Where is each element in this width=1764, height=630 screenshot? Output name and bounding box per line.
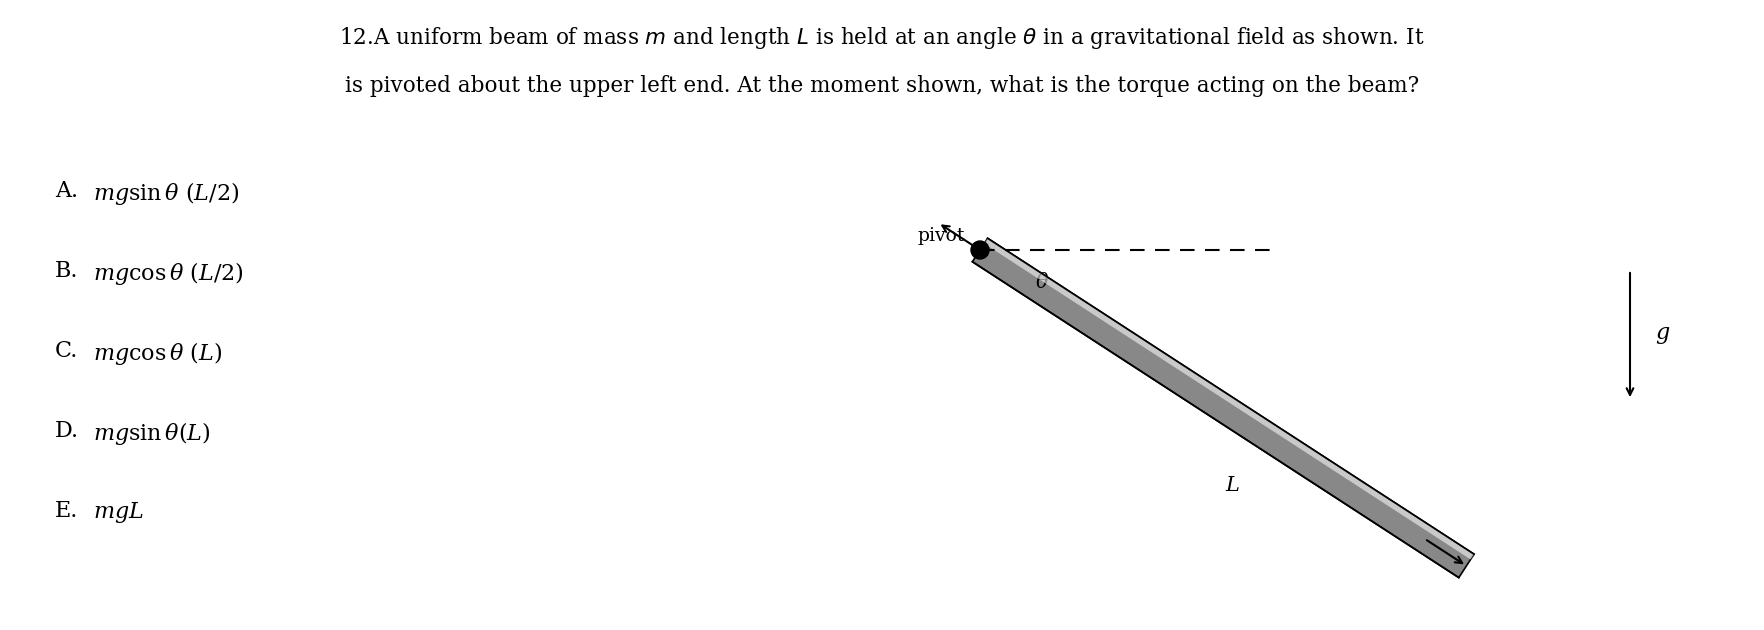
Polygon shape bbox=[984, 238, 1475, 559]
Text: 12.A uniform beam of mass $m$ and length $L$ is held at an angle $\theta$ in a g: 12.A uniform beam of mass $m$ and length… bbox=[339, 25, 1425, 51]
Polygon shape bbox=[972, 238, 1475, 578]
Text: $L$: $L$ bbox=[1224, 476, 1240, 495]
Text: D.: D. bbox=[55, 420, 79, 442]
Text: $mg\sin\theta\ (L/2)$: $mg\sin\theta\ (L/2)$ bbox=[93, 180, 240, 207]
Circle shape bbox=[970, 241, 990, 259]
Text: $mg\cos\theta\ (L)$: $mg\cos\theta\ (L)$ bbox=[93, 340, 222, 367]
Text: is pivoted about the upper left end. At the moment shown, what is the torque act: is pivoted about the upper left end. At … bbox=[346, 75, 1418, 97]
Text: B.: B. bbox=[55, 260, 79, 282]
Text: $g$: $g$ bbox=[1655, 324, 1671, 346]
Text: $mgL$: $mgL$ bbox=[93, 500, 145, 525]
Text: $mg\sin\theta(L)$: $mg\sin\theta(L)$ bbox=[93, 420, 210, 447]
Text: $\theta$: $\theta$ bbox=[1035, 272, 1050, 292]
Text: A.: A. bbox=[55, 180, 78, 202]
Text: C.: C. bbox=[55, 340, 78, 362]
Text: E.: E. bbox=[55, 500, 78, 522]
Text: $mg\cos\theta\ (L/2)$: $mg\cos\theta\ (L/2)$ bbox=[93, 260, 243, 287]
Text: pivot: pivot bbox=[917, 227, 965, 245]
